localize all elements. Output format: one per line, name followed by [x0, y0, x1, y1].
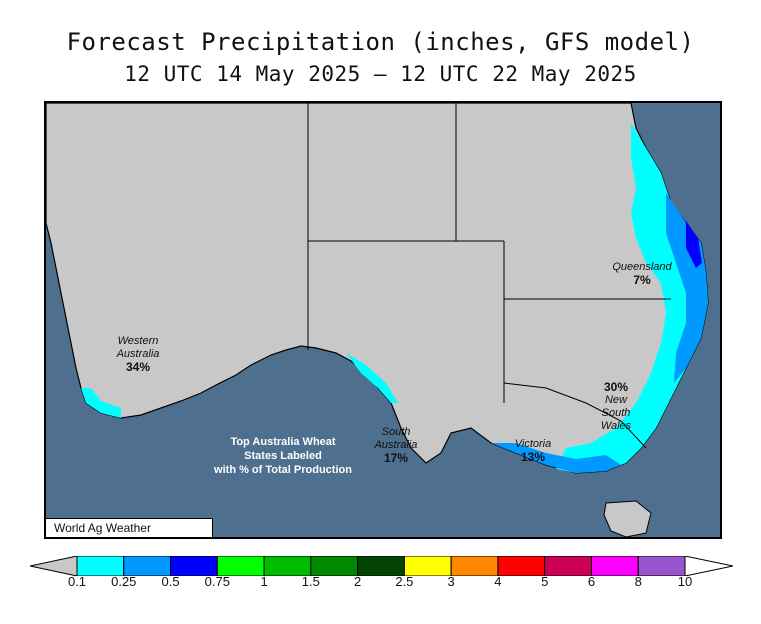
tasmania-land	[603, 500, 652, 537]
state-name: Queensland	[612, 261, 672, 273]
legend-bar	[30, 556, 733, 576]
legend-tick-label: 0.25	[111, 574, 137, 589]
state-label-new-south-wales: 30% New South Wales	[581, 381, 651, 433]
legend-swatch	[76, 556, 125, 576]
legend-tick-label: 6	[587, 574, 596, 589]
state-percent: 17%	[383, 451, 409, 465]
legend-tick-label: 2.5	[395, 574, 414, 589]
legend-swatch	[544, 556, 592, 576]
state-percent: 13%	[520, 450, 546, 464]
credit-label: World Ag Weather	[46, 518, 213, 537]
legend-tick-label: 1.5	[301, 574, 320, 589]
state-name: Victoria	[514, 438, 552, 450]
map-title: Forecast Precipitation (inches, GFS mode…	[66, 28, 695, 56]
state-name: New South Wales	[600, 394, 632, 432]
legend-tick-label: 5	[541, 574, 549, 589]
wheat-note-line: States Labeled	[244, 450, 322, 462]
map-canvas	[46, 103, 709, 537]
legend-cap-high	[684, 556, 733, 576]
legend-swatch	[497, 556, 546, 576]
legend-swatch	[403, 556, 452, 576]
legend-tick-label: 8	[634, 574, 642, 589]
state-label-queensland: Queensland 7%	[602, 261, 682, 287]
legend-tick-label: 0.1	[67, 574, 87, 589]
legend-tick-label: 0.5	[161, 574, 180, 589]
legend-tick-label: 3	[447, 574, 455, 589]
state-percent: 34%	[125, 360, 151, 374]
legend-swatch	[170, 556, 218, 576]
wheat-note-line: with % of Total Production	[214, 464, 352, 476]
state-borders	[307, 103, 671, 449]
state-label-western-australia: Western Australia 34%	[98, 335, 178, 374]
legend-swatch	[450, 556, 499, 576]
state-name: Western Australia	[116, 335, 160, 360]
legend-tick-label: 4	[494, 574, 502, 589]
legend-cap-low	[30, 556, 78, 576]
legend-swatch	[357, 556, 405, 576]
wheat-note-line: Top Australia Wheat	[230, 436, 336, 448]
state-label-south-australia: South Australia 17%	[361, 426, 431, 465]
precip-band-south-coast	[346, 353, 398, 403]
map-subtitle: 12 UTC 14 May 2025 — 12 UTC 22 May 2025	[124, 62, 637, 86]
wheat-note: Top Australia Wheat States Labeled with …	[198, 435, 368, 477]
legend-labels: 0.1 0.25 0.5 0.75 1 1.5 2 2.5 3 4 5 6 8 10	[0, 574, 761, 594]
legend-tick-label: 0.75	[204, 574, 230, 589]
legend-swatch	[310, 556, 359, 576]
legend-swatch	[123, 556, 172, 576]
precip-band-sw	[81, 388, 121, 418]
precip-band-east-core	[686, 221, 702, 268]
state-name: South Australia	[374, 426, 418, 451]
state-label-victoria: Victoria 13%	[498, 438, 568, 464]
color-legend	[30, 556, 733, 576]
legend-swatch	[263, 556, 312, 576]
legend-swatch	[216, 556, 265, 576]
legend-tick-label: 2	[353, 574, 362, 589]
legend-swatch	[637, 556, 686, 576]
state-percent: 7%	[633, 273, 651, 287]
legend-tick-label: 1	[260, 574, 268, 589]
precip-band-victoria	[491, 443, 621, 473]
precipitation-map: Western Australia 34% South Australia 17…	[44, 101, 722, 539]
legend-tick-label: 10	[677, 574, 693, 589]
legend-swatch	[590, 556, 639, 576]
state-percent: 30%	[603, 380, 629, 394]
